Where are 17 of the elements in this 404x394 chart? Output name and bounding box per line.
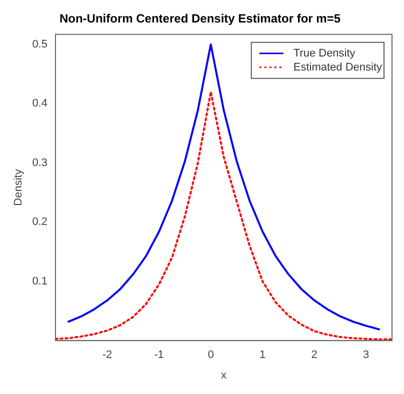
x-tick-label: -2	[102, 349, 112, 362]
chart-title: Non-Uniform Centered Density Estimator for m=5	[59, 12, 341, 26]
legend-label: True Density	[293, 47, 356, 60]
y-tick-label: 0.3	[32, 156, 48, 169]
y-tick-label: 0.1	[32, 275, 48, 288]
x-tick-label: 1	[260, 349, 266, 362]
y-axis-title: Density	[12, 168, 25, 206]
x-tick-label: 2	[311, 349, 318, 362]
y-tick-label: 0.5	[32, 38, 48, 50]
line-series	[55, 90, 392, 340]
x-tick-label: 0	[208, 349, 214, 362]
x-axis-title: x	[220, 369, 227, 382]
legend-label: Estimated Density	[293, 61, 382, 74]
x-tick-label: -1	[154, 349, 164, 362]
x-tick-label: 3	[363, 349, 370, 362]
y-tick-label: 0.4	[32, 98, 48, 110]
y-tick-label: 0.2	[32, 216, 48, 228]
